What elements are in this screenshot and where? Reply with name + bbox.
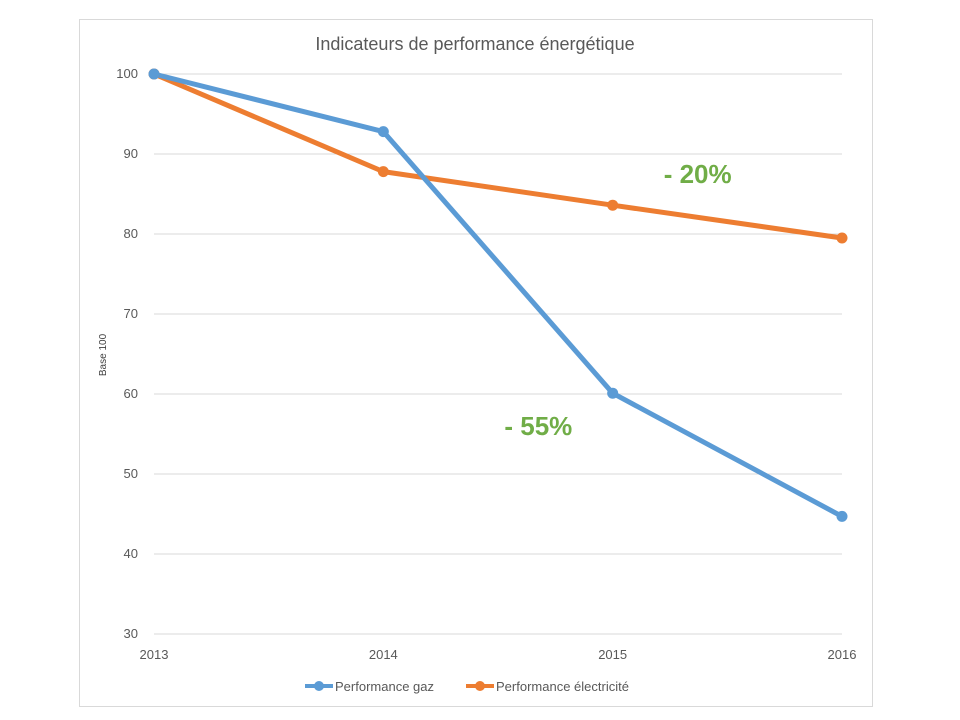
chart-title: Indicateurs de performance énergétique — [315, 34, 634, 54]
y-tick-label-40: 40 — [124, 546, 138, 561]
y-tick-label-30: 30 — [124, 626, 138, 641]
data-point-0-2013 — [148, 68, 160, 80]
annotations: - 20% - 55% — [504, 159, 731, 441]
y-tick-label-60: 60 — [124, 386, 138, 401]
y-tick-labels: 30 40 50 60 70 80 90 100 — [116, 66, 138, 641]
legend-swatch-marker-0 — [314, 681, 324, 691]
y-tick-label-90: 90 — [124, 146, 138, 161]
x-tick-label-2013: 2013 — [140, 647, 169, 662]
annotation-label-0: - 20% — [664, 159, 732, 189]
data-point-0-2015 — [607, 387, 619, 399]
y-tick-label-100: 100 — [116, 66, 138, 81]
data-point-1-2014 — [377, 166, 389, 178]
series-line-0 — [151, 71, 845, 519]
x-tick-label-2015: 2015 — [598, 647, 627, 662]
x-tick-label-2016: 2016 — [828, 647, 857, 662]
annotation-label-1: - 55% — [504, 411, 572, 441]
y-tick-label-70: 70 — [124, 306, 138, 321]
data-point-0-2016 — [836, 510, 848, 522]
chart-frame — [79, 19, 873, 707]
legend-swatch-marker-1 — [475, 681, 485, 691]
x-tick-labels: 2013 2014 2015 2016 — [140, 647, 857, 662]
y-tick-label-80: 80 — [124, 226, 138, 241]
legend-label-1: Performance électricité — [496, 679, 629, 694]
legend-label-0: Performance gaz — [335, 679, 434, 694]
legend: Performance gaz Performance électricité — [305, 679, 629, 694]
x-tick-label-2014: 2014 — [369, 647, 398, 662]
y-tick-label-50: 50 — [124, 466, 138, 481]
series-line-1 — [151, 71, 845, 241]
gridlines — [154, 73, 842, 635]
data-point-1-2015 — [607, 199, 619, 211]
data-point-1-2016 — [836, 232, 848, 244]
data-point-0-2014 — [377, 126, 389, 138]
y-axis-label: Base 100 — [98, 333, 109, 376]
series-group — [148, 68, 848, 522]
